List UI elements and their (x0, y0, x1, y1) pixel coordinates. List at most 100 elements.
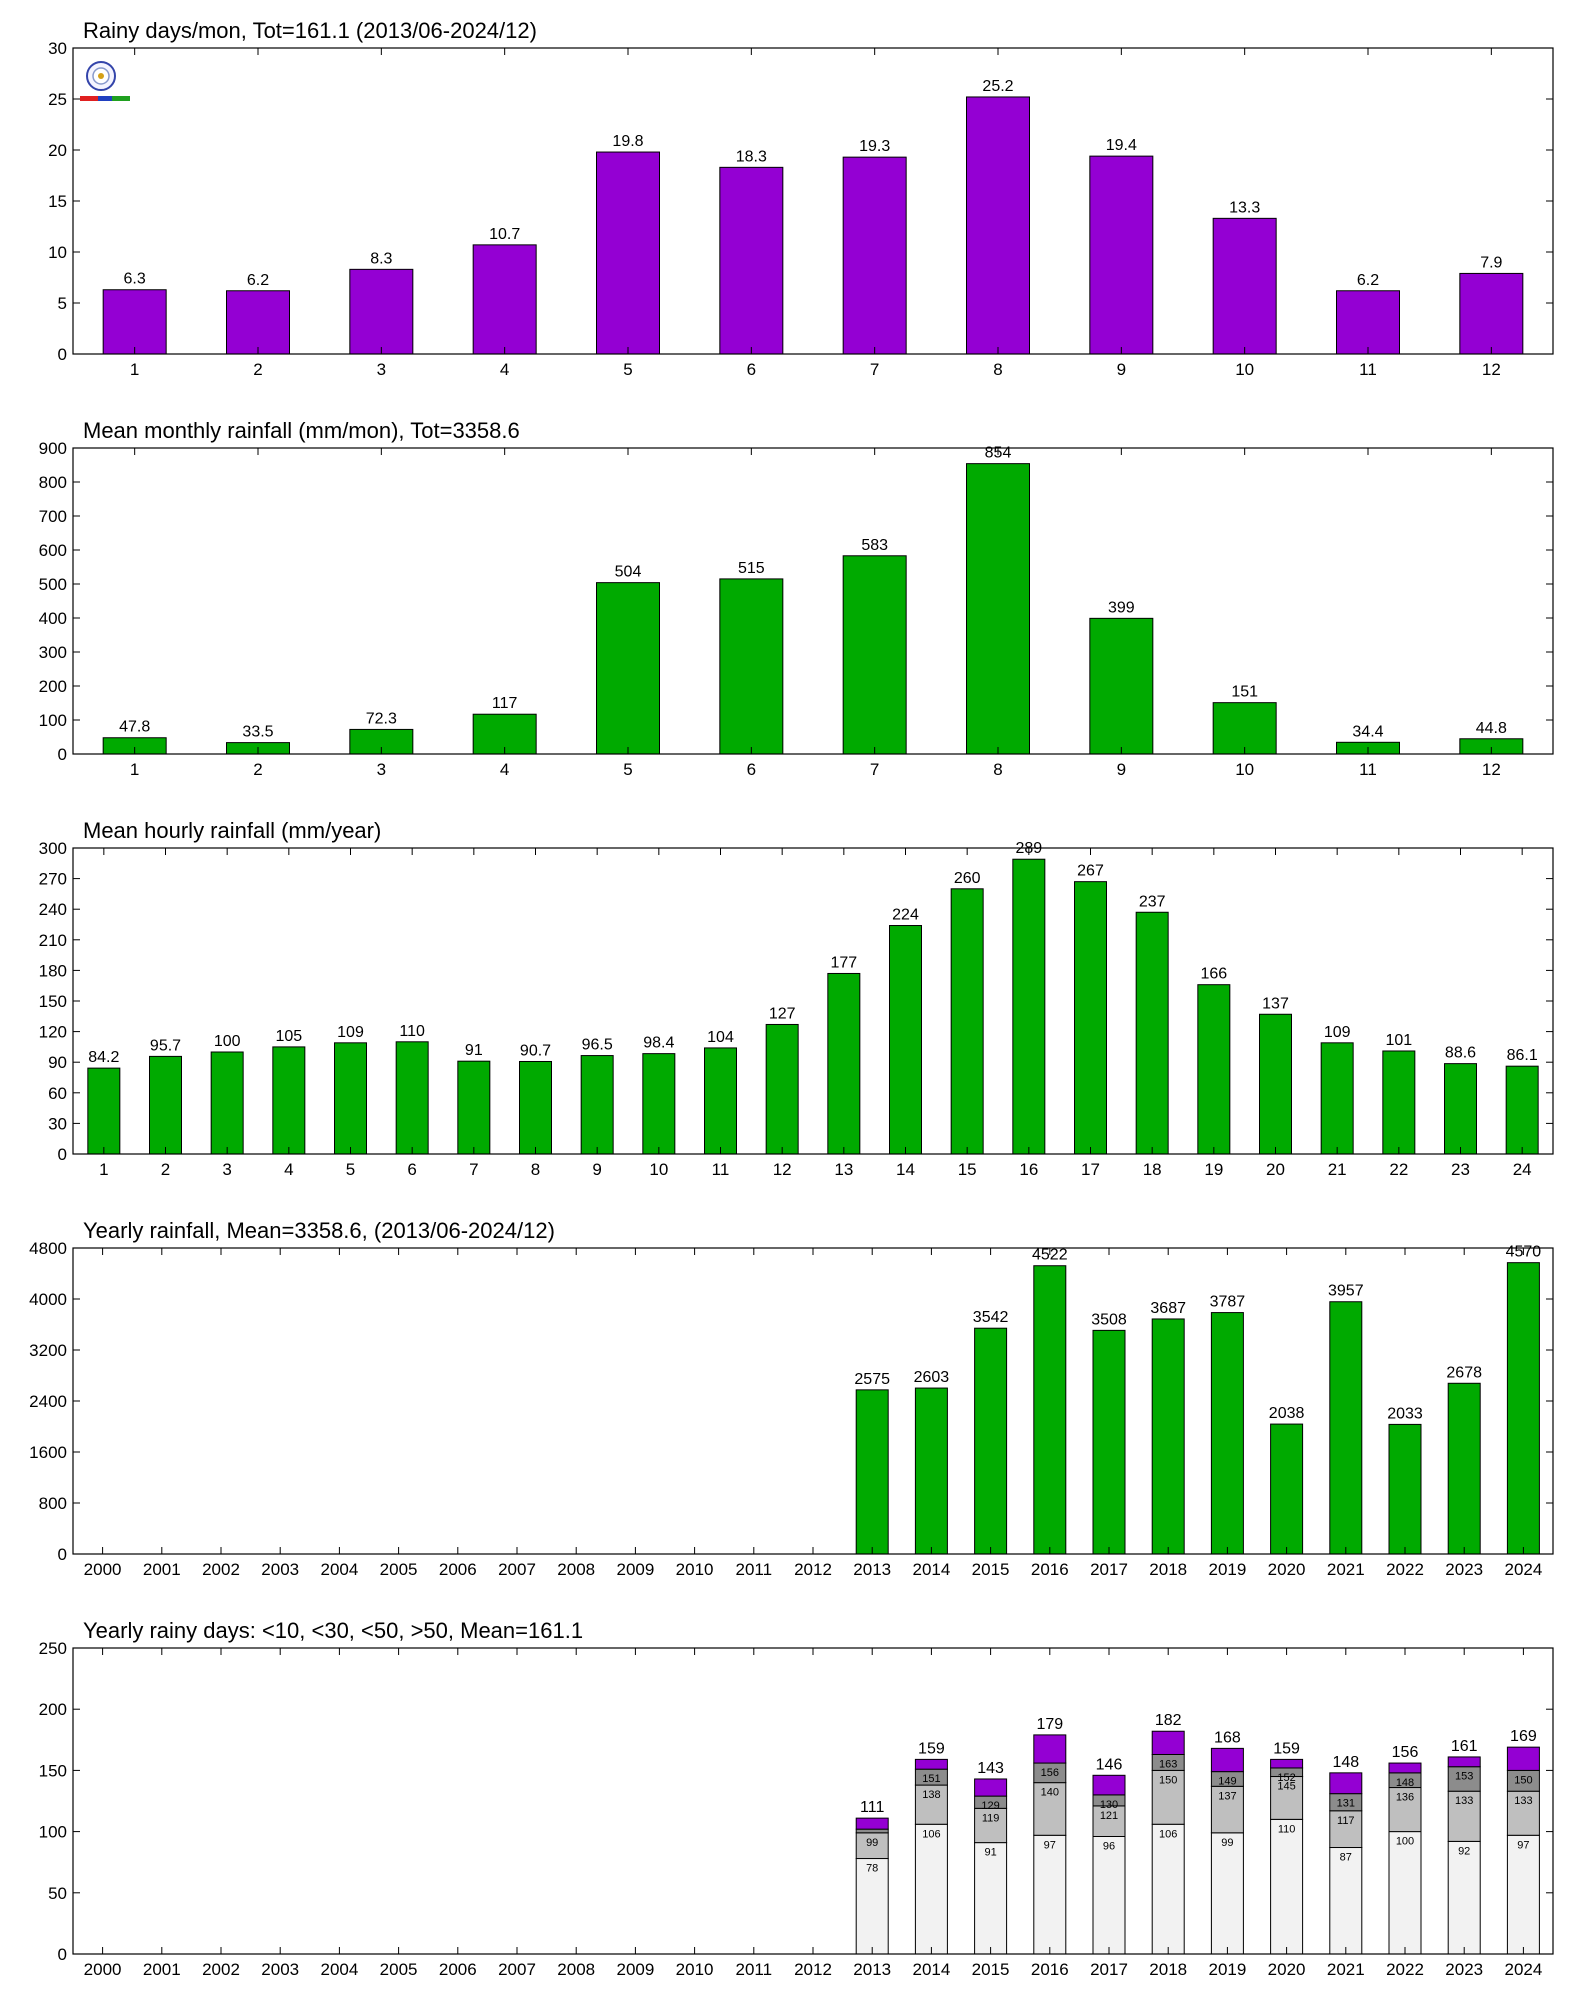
bar (719, 166, 784, 355)
data-label: 47.8 (119, 719, 150, 736)
chart-1: Rainy days/mon, Tot=161.1 (2013/06-2024/… (48, 18, 1554, 379)
bar-segment (1033, 1734, 1067, 1764)
bar-segment (1033, 1782, 1067, 1836)
y-tick-label: 800 (39, 1494, 67, 1513)
bar-segment (1506, 1790, 1540, 1836)
x-tick-label: 22 (1389, 1160, 1408, 1179)
data-label: 504 (615, 564, 642, 581)
y-tick-label: 20 (48, 141, 67, 160)
x-tick-label: 8 (993, 760, 1002, 779)
data-label: 105 (275, 1028, 302, 1045)
data-label: 8.3 (370, 250, 392, 267)
x-tick-label: 2003 (261, 1560, 299, 1579)
bar (1388, 1423, 1422, 1555)
data-label: 19.8 (612, 133, 643, 150)
bar (334, 1042, 367, 1155)
x-tick-label: 2018 (1149, 1960, 1187, 1979)
bar-segment (855, 1817, 889, 1830)
data-label: 84.2 (88, 1049, 119, 1066)
segment-label: 149 (1218, 1776, 1236, 1788)
bar (1212, 217, 1277, 355)
bar (827, 972, 861, 1155)
segment-label: 106 (922, 1828, 940, 1840)
x-tick-label: 2016 (1031, 1960, 1069, 1979)
x-tick-label: 16 (1019, 1160, 1038, 1179)
bar-segment (1270, 1758, 1304, 1769)
y-tick-label: 90 (48, 1053, 67, 1072)
x-tick-label: 4 (500, 360, 509, 379)
bar (719, 578, 784, 755)
x-tick-label: 2009 (616, 1560, 654, 1579)
segment-label: 97 (1044, 1839, 1056, 1851)
bar (842, 555, 907, 755)
x-tick-label: 6 (747, 360, 756, 379)
y-tick-label: 150 (39, 1761, 67, 1780)
data-label: 101 (1385, 1032, 1412, 1049)
data-label: 33.5 (242, 724, 273, 741)
data-label: 260 (954, 870, 981, 887)
bar-segment (1033, 1834, 1067, 1955)
data-label: 151 (1231, 684, 1258, 701)
data-label: 146 (1096, 1756, 1123, 1773)
bar (974, 1327, 1008, 1555)
segment-label: 110 (1278, 1823, 1296, 1835)
y-tick-label: 120 (39, 1023, 67, 1042)
data-label: 2603 (914, 1369, 950, 1386)
bar (966, 96, 1030, 355)
data-label: 168 (1214, 1729, 1241, 1746)
data-label: 2678 (1446, 1364, 1482, 1381)
chart-3: Mean hourly rainfall (mm/year)0306090120… (39, 818, 1554, 1179)
segment-label: 136 (1396, 1792, 1414, 1804)
x-tick-label: 17 (1081, 1160, 1100, 1179)
x-tick-label: 2005 (380, 1960, 418, 1979)
bar (149, 1055, 182, 1155)
chart-title: Yearly rainy days: <10, <30, <50, >50, M… (83, 1618, 583, 1643)
y-tick-label: 60 (48, 1084, 67, 1103)
x-tick-label: 2022 (1386, 1560, 1424, 1579)
y-tick-label: 500 (39, 575, 67, 594)
bar-segment (974, 1807, 1008, 1844)
segment-label: 138 (922, 1789, 940, 1801)
segment-label: 100 (1396, 1836, 1414, 1848)
bar-segment (1210, 1785, 1244, 1834)
y-tick-label: 4800 (29, 1239, 67, 1258)
y-tick-label: 5 (58, 294, 67, 313)
x-tick-label: 2004 (320, 1560, 358, 1579)
chart-2: Mean monthly rainfall (mm/mon), Tot=3358… (39, 418, 1554, 779)
bar (1506, 1262, 1540, 1555)
data-label: 159 (1273, 1740, 1300, 1757)
y-tick-label: 300 (39, 643, 67, 662)
bar-segment (855, 1832, 889, 1860)
data-label: 224 (892, 907, 919, 924)
data-label: 25.2 (982, 78, 1013, 95)
segment-label: 145 (1277, 1781, 1295, 1793)
data-label: 3687 (1150, 1300, 1186, 1317)
x-tick-label: 2002 (202, 1560, 240, 1579)
bar (1074, 881, 1107, 1155)
y-tick-label: 800 (39, 473, 67, 492)
data-label: 3787 (1210, 1294, 1246, 1311)
segment-label: 78 (866, 1863, 878, 1875)
y-tick-label: 3200 (29, 1341, 67, 1360)
segment-label: 137 (1218, 1790, 1236, 1802)
x-tick-label: 2019 (1208, 1560, 1246, 1579)
y-tick-label: 270 (39, 870, 67, 889)
x-tick-label: 2004 (320, 1960, 358, 1979)
x-tick-label: 21 (1328, 1160, 1347, 1179)
bar (950, 888, 984, 1155)
segment-label: 133 (1455, 1795, 1473, 1807)
data-label: 6.2 (247, 272, 269, 289)
x-tick-label: 10 (1235, 760, 1254, 779)
x-tick-label: 11 (1359, 360, 1377, 379)
x-tick-label: 4 (500, 760, 509, 779)
segment-label: 96 (1103, 1840, 1115, 1852)
x-tick-label: 2005 (380, 1560, 418, 1579)
x-tick-label: 2003 (261, 1960, 299, 1979)
data-label: 237 (1139, 893, 1166, 910)
bar-segment (855, 1828, 889, 1834)
segment-label: 140 (1041, 1787, 1059, 1799)
x-tick-label: 15 (958, 1160, 977, 1179)
x-tick-label: 7 (870, 360, 879, 379)
bar (395, 1041, 429, 1155)
